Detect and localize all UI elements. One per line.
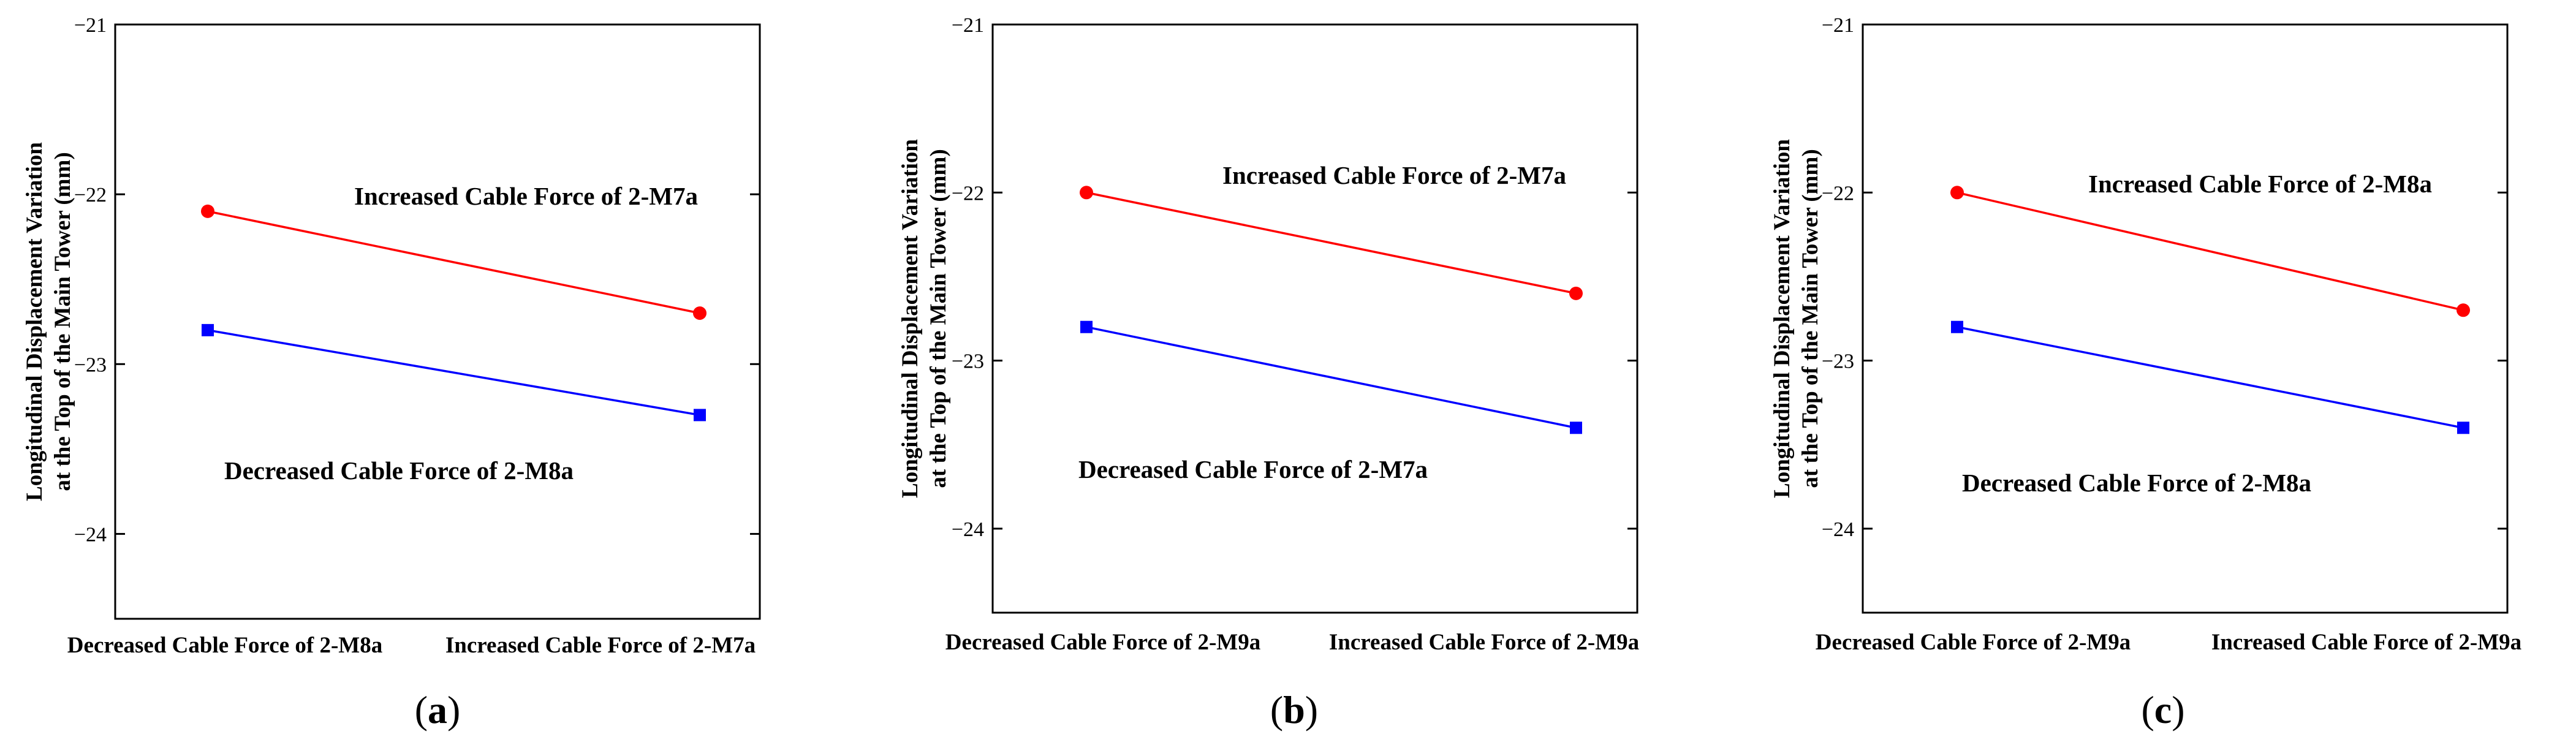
data-point-square	[1951, 320, 1963, 333]
data-point-circle	[1569, 286, 1583, 300]
series-label: Decreased Cable Force of 2-M7a	[1078, 455, 1428, 483]
series-line-increased	[1086, 191, 1577, 295]
series-line-decreased	[1957, 325, 2464, 429]
y-tick-label: −22	[1822, 182, 1854, 205]
panel-letter: c	[2154, 688, 2172, 732]
y-tick-label: −24	[74, 523, 107, 546]
y-tick-label: −21	[74, 14, 107, 37]
panel-label: (b)	[1270, 688, 1318, 732]
data-point-square	[202, 323, 214, 336]
y-tick-label: −21	[1822, 14, 1854, 37]
series-line-decreased	[207, 329, 700, 417]
panel-letter: b	[1283, 688, 1305, 732]
plot-frame-b	[991, 23, 1638, 614]
series-label: Increased Cable Force of 2-M7a	[1222, 161, 1566, 189]
x-category-label: Increased Cable Force of 2-M9a	[2211, 630, 2521, 655]
data-point-circle	[201, 204, 214, 218]
x-category-label: Decreased Cable Force of 2-M8a	[67, 633, 382, 658]
y-tick-label: −22	[74, 184, 107, 206]
data-point-square	[1570, 422, 1582, 434]
y-axis-title-line1: Longitudinal Displacement Variation	[22, 142, 47, 501]
data-point-circle	[693, 306, 707, 320]
series-line-increased	[1957, 191, 2464, 311]
plot-frame-a	[114, 23, 761, 620]
y-tick-label: −22	[952, 182, 984, 205]
y-axis-title-line1: Longitudinal Displacement Variation	[1770, 139, 1795, 498]
y-axis-title-line2: at the Top of the Main Tower (mm)	[1798, 149, 1823, 488]
y-tick-label: −23	[952, 350, 984, 373]
x-category-label: Decreased Cable Force of 2-M9a	[945, 630, 1260, 655]
x-category-label: Increased Cable Force of 2-M9a	[1329, 630, 1639, 655]
series-label: Decreased Cable Force of 2-M8a	[224, 456, 574, 485]
y-axis-title-line1: Longitudinal Displacement Variation	[898, 139, 923, 498]
series-label: Increased Cable Force of 2-M8a	[2088, 170, 2432, 198]
panel-label: (c)	[2141, 688, 2184, 732]
panel-letter: a	[428, 688, 447, 732]
series-label: Decreased Cable Force of 2-M8a	[1962, 469, 2311, 497]
data-point-circle	[2457, 303, 2470, 317]
data-point-circle	[1080, 186, 1093, 200]
data-point-square	[1080, 320, 1093, 333]
data-point-square	[694, 409, 706, 422]
series-line-increased	[207, 210, 700, 314]
y-tick-label: −24	[1822, 518, 1854, 541]
panel-label: (a)	[415, 688, 461, 732]
y-tick-label: −21	[952, 14, 984, 37]
y-axis-title-line2: at the Top of the Main Tower (mm)	[926, 149, 951, 488]
y-axis-title-line2: at the Top of the Main Tower (mm)	[50, 152, 75, 491]
x-category-label: Increased Cable Force of 2-M7a	[445, 633, 756, 658]
y-tick-label: −24	[952, 518, 984, 541]
y-tick-label: −23	[1822, 350, 1854, 373]
plot-frame-c	[1862, 23, 2509, 614]
y-tick-label: −23	[74, 354, 107, 376]
series-line-decreased	[1086, 326, 1577, 429]
data-point-circle	[1950, 186, 1964, 200]
series-label: Increased Cable Force of 2-M7a	[354, 182, 698, 210]
x-category-label: Decreased Cable Force of 2-M9a	[1816, 630, 2131, 655]
data-point-square	[2457, 422, 2469, 434]
